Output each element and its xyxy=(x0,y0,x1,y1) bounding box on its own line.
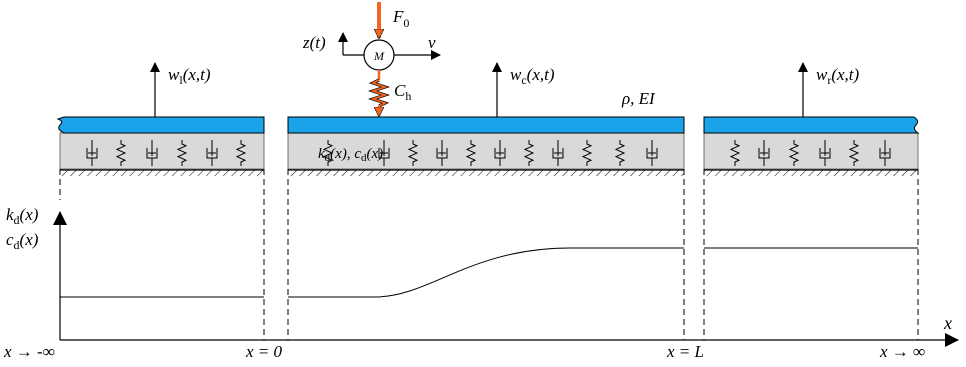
pos-left-label: x → -∞ xyxy=(3,342,55,361)
spring-damper-supports xyxy=(86,140,891,166)
axis-cd-label: cd(x) xyxy=(6,230,39,252)
spring-element xyxy=(614,140,626,166)
spring-element xyxy=(407,140,419,166)
damper-element xyxy=(879,140,891,166)
damper-element xyxy=(146,140,158,166)
beam-center xyxy=(287,116,685,134)
x-axis-label: x xyxy=(943,313,952,333)
spring-element xyxy=(848,140,860,166)
spring-element xyxy=(465,140,477,166)
profile-center xyxy=(288,247,684,298)
beam-props-label: ρ, EI xyxy=(621,89,656,108)
pos-L-label: x = L xyxy=(666,342,704,361)
pos-right-label: x → ∞ xyxy=(879,342,925,361)
contact-spring-label: Ch xyxy=(394,81,411,103)
spring-element xyxy=(581,140,593,166)
w-right-label: wr(x,t) xyxy=(816,65,860,87)
spring-element xyxy=(115,140,127,166)
ground-hatch-center xyxy=(288,170,684,176)
foundation-right xyxy=(703,132,919,170)
beam-right xyxy=(703,116,920,134)
mass-disp-label: z(t) xyxy=(302,33,326,52)
mass-label: M xyxy=(373,49,385,63)
damper-element xyxy=(646,140,658,166)
velocity-label: v xyxy=(428,33,436,52)
spring-element xyxy=(235,140,247,166)
w-left-label: wl(x,t) xyxy=(168,65,211,87)
ground-hatch-left xyxy=(60,170,264,176)
beam-left xyxy=(56,116,265,134)
damper-element xyxy=(758,140,770,166)
foundation-left xyxy=(59,132,265,170)
damper-element xyxy=(494,140,506,166)
damper-element xyxy=(819,140,831,166)
foundation-center xyxy=(287,132,685,170)
spring-element xyxy=(729,140,741,166)
damper-element xyxy=(552,140,564,166)
damper-element xyxy=(378,140,390,166)
force-label: F0 xyxy=(392,7,409,30)
ground-hatch-right xyxy=(704,170,918,176)
damper-element xyxy=(436,140,448,166)
spring-element xyxy=(523,140,535,166)
damper-element xyxy=(86,140,98,166)
axis-kd-label: kd(x) xyxy=(6,205,39,227)
w-center-label: wc(x,t) xyxy=(510,65,555,87)
spring-element xyxy=(322,140,334,166)
support-props-label: kd(x), cd(x) xyxy=(318,146,383,164)
pos-zero-label: x = 0 xyxy=(245,342,283,361)
spring-element xyxy=(176,140,188,166)
damper-element xyxy=(206,140,218,166)
spring-element xyxy=(788,140,800,166)
